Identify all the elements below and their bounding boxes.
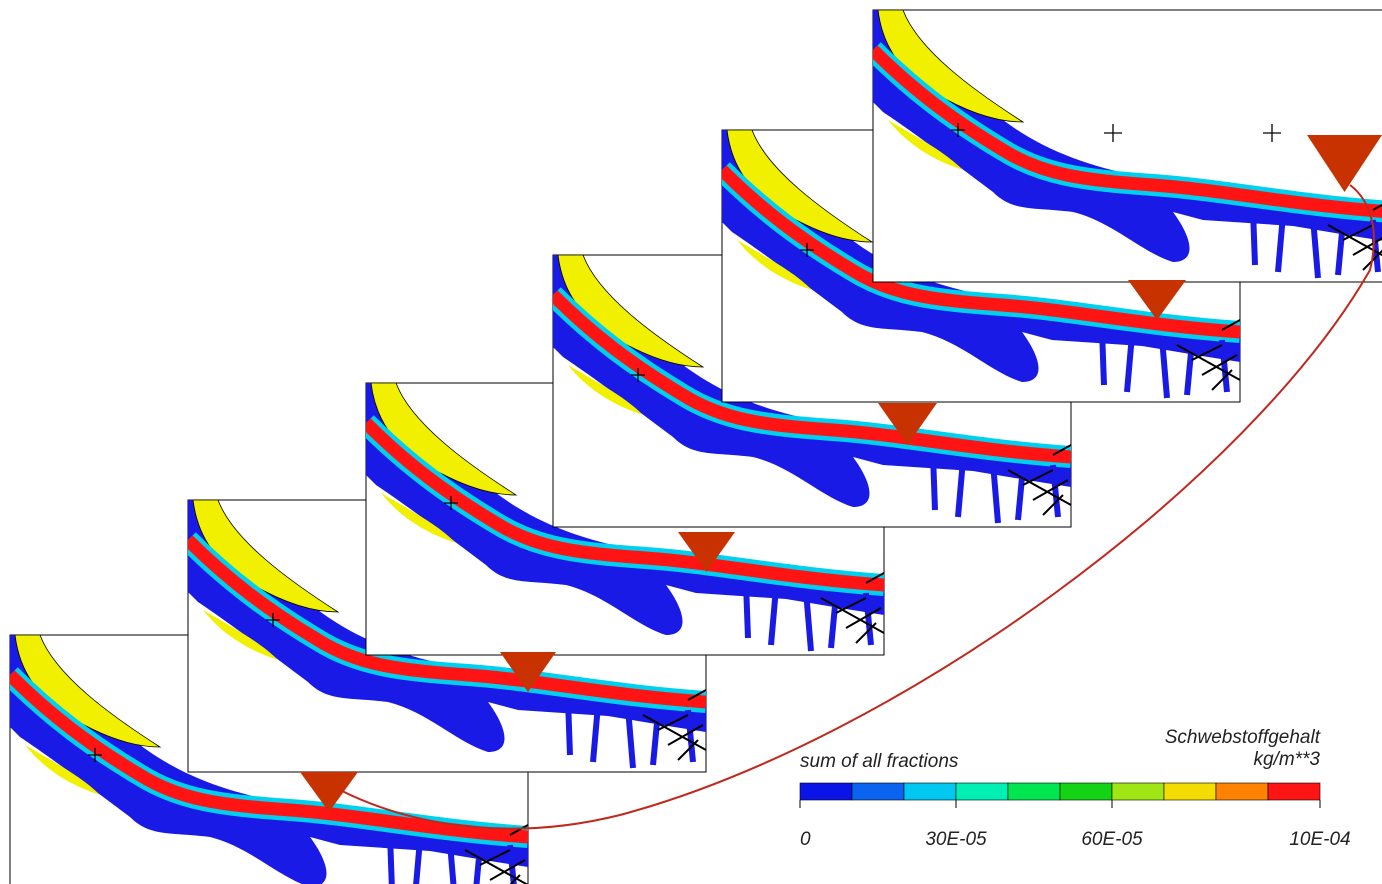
color-swatch <box>852 783 904 800</box>
color-swatch <box>1164 783 1216 800</box>
color-swatch <box>904 783 956 800</box>
tick-label: 10E-04 <box>1289 829 1350 850</box>
colorbar: sum of all fractions Schwebstoffgehalt k… <box>800 727 1351 850</box>
color-swatch <box>1268 783 1320 800</box>
legend-title: Schwebstoffgehalt <box>1165 727 1321 748</box>
color-swatch <box>800 783 852 800</box>
color-swatch <box>1216 783 1268 800</box>
color-swatch <box>956 783 1008 800</box>
map-panels <box>10 10 1382 884</box>
tick-label: 0 <box>800 829 811 850</box>
legend-subtitle: sum of all fractions <box>800 751 959 772</box>
map-panel <box>873 10 1382 320</box>
color-swatch <box>1112 783 1164 800</box>
tick-label: 30E-05 <box>925 829 987 850</box>
tick-label: 60E-05 <box>1081 829 1143 850</box>
color-swatch <box>1008 783 1060 800</box>
color-swatch <box>1060 783 1112 800</box>
legend-unit: kg/m**3 <box>1253 749 1320 770</box>
figure: sum of all fractions Schwebstoffgehalt k… <box>0 0 1382 884</box>
